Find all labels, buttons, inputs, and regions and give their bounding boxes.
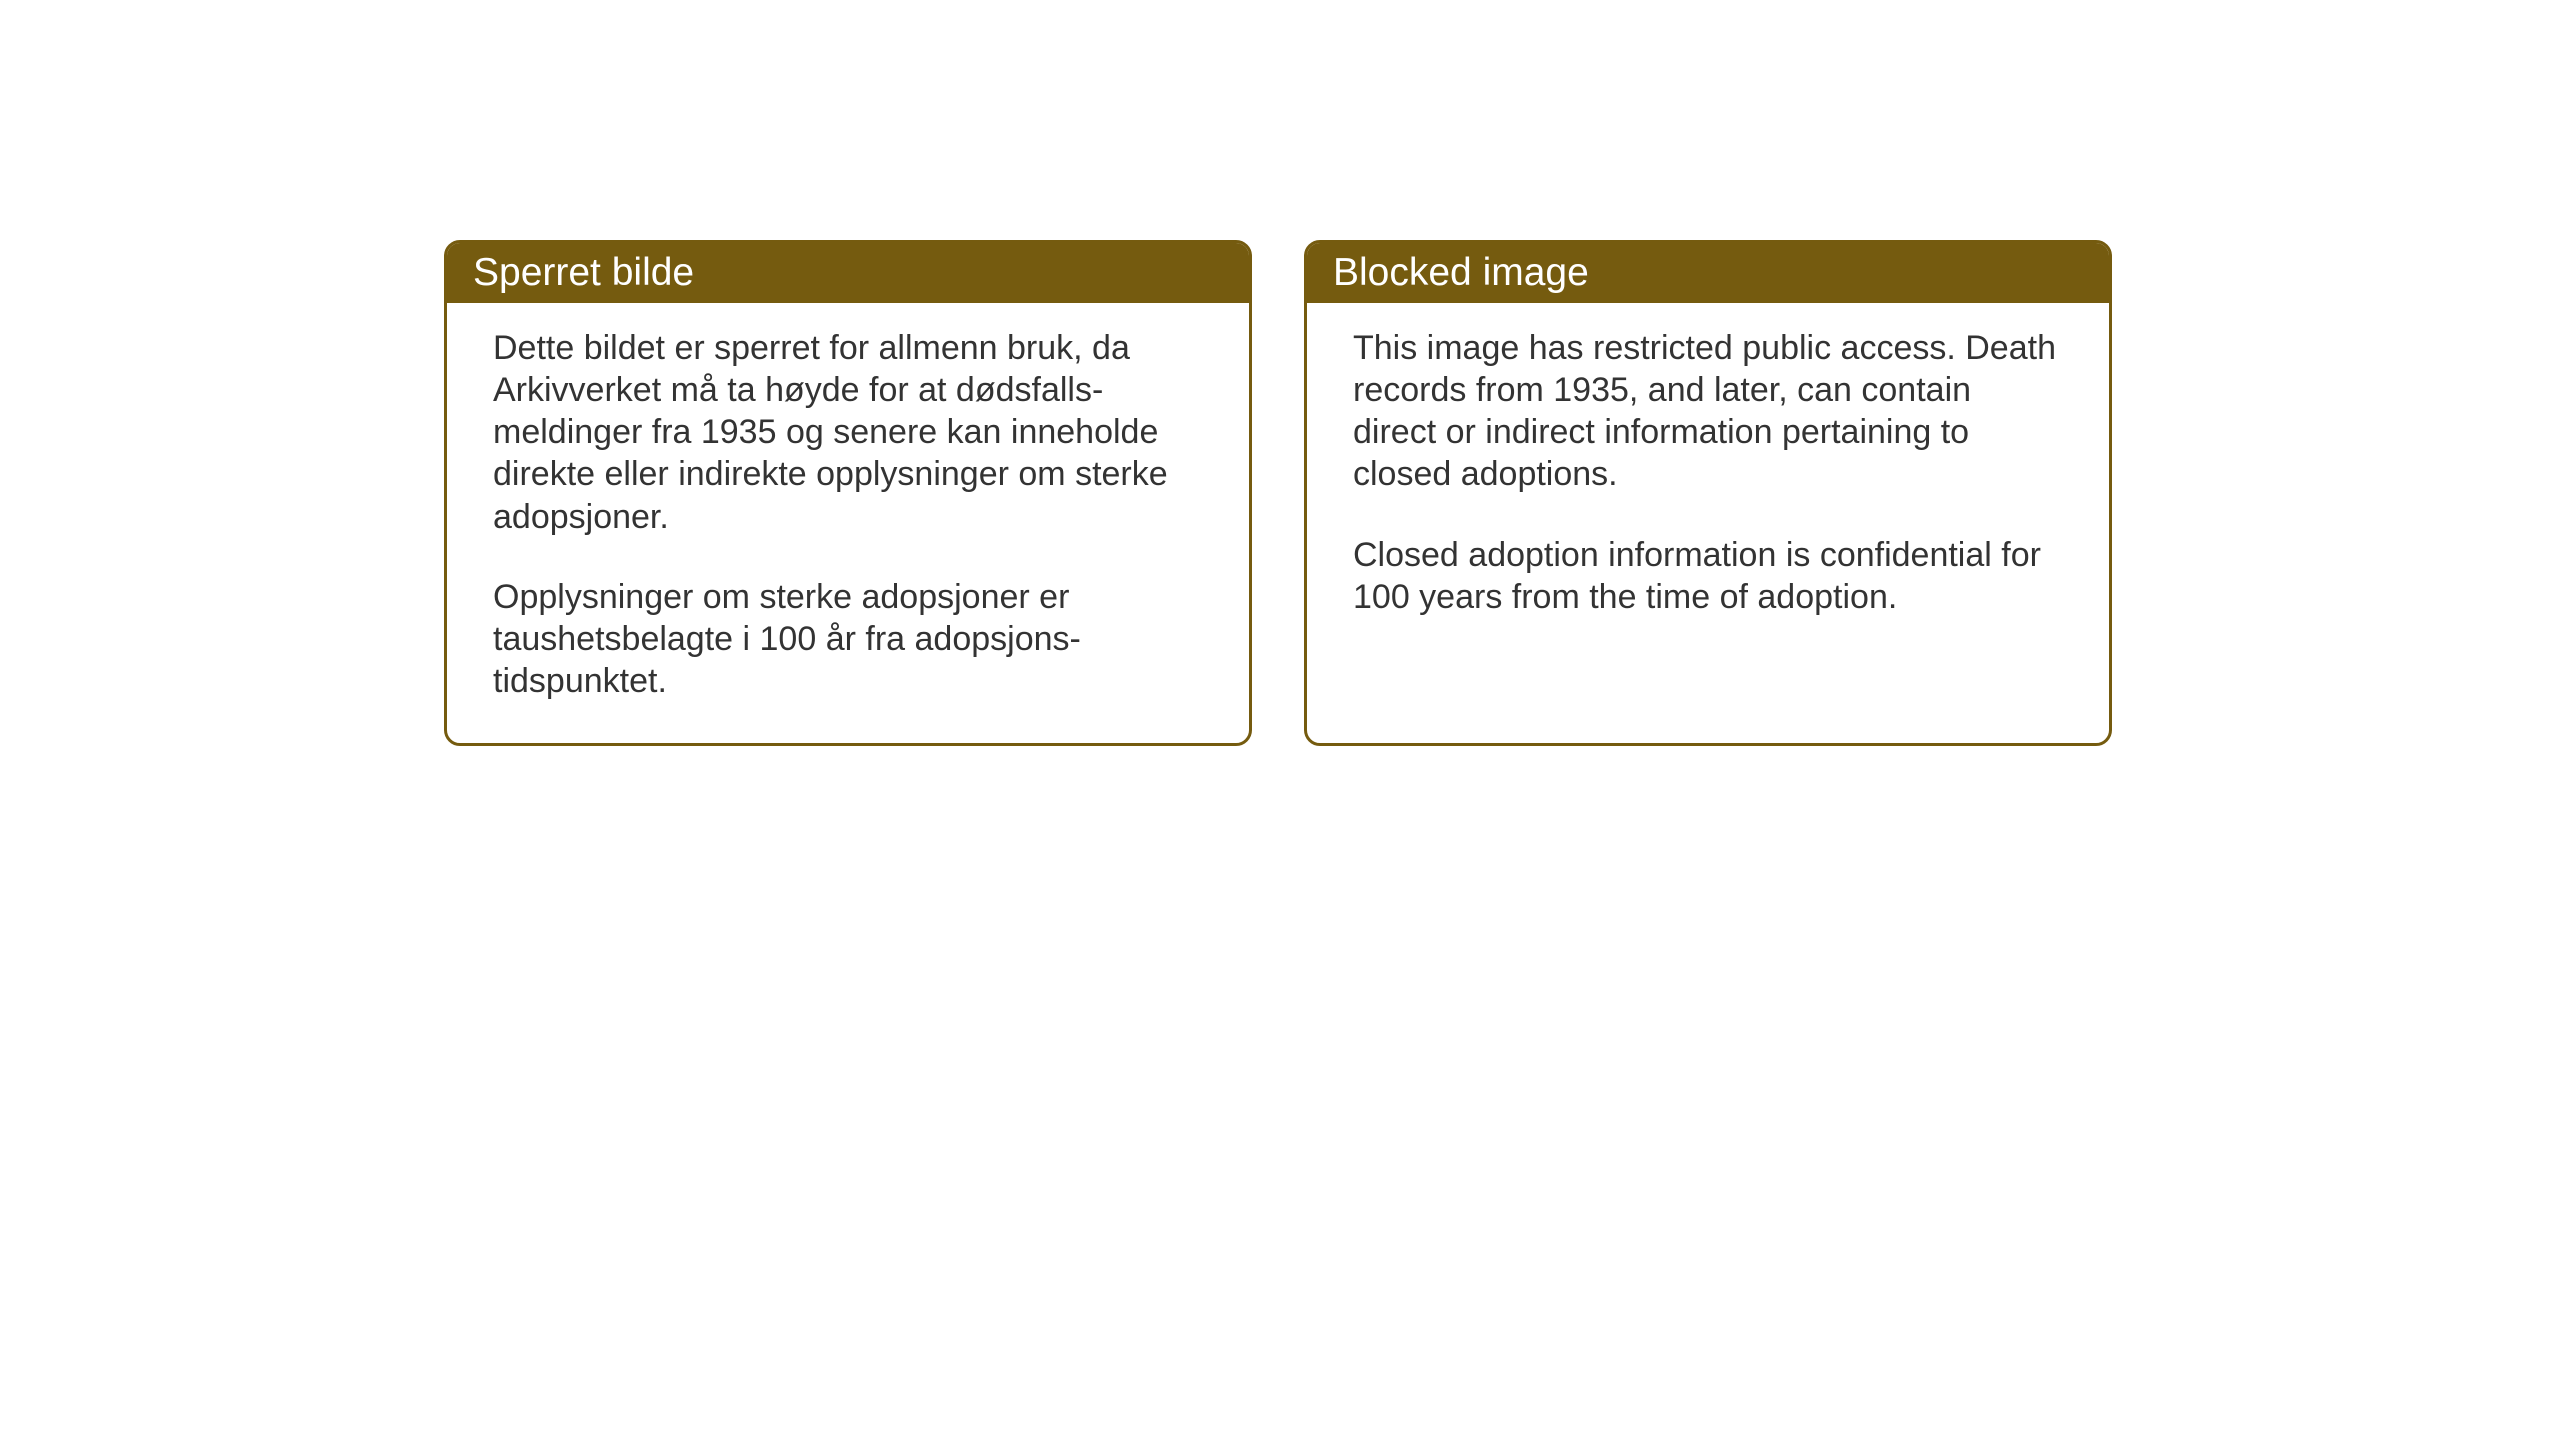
notice-card-norwegian: Sperret bilde Dette bildet er sperret fo…	[444, 240, 1252, 746]
notice-card-english: Blocked image This image has restricted …	[1304, 240, 2112, 746]
card-body-english: This image has restricted public access.…	[1307, 303, 2109, 650]
card-paragraph-1-norwegian: Dette bildet er sperret for allmenn bruk…	[493, 327, 1203, 538]
card-header-english: Blocked image	[1307, 243, 2109, 303]
card-body-norwegian: Dette bildet er sperret for allmenn bruk…	[447, 303, 1249, 734]
card-paragraph-2-english: Closed adoption information is confident…	[1353, 534, 2063, 618]
card-title-english: Blocked image	[1333, 251, 1589, 294]
card-title-norwegian: Sperret bilde	[473, 251, 694, 294]
notice-container: Sperret bilde Dette bildet er sperret fo…	[0, 0, 2560, 746]
card-paragraph-2-norwegian: Opplysninger om sterke adopsjoner er tau…	[493, 576, 1203, 702]
card-paragraph-1-english: This image has restricted public access.…	[1353, 327, 2063, 496]
card-header-norwegian: Sperret bilde	[447, 243, 1249, 303]
